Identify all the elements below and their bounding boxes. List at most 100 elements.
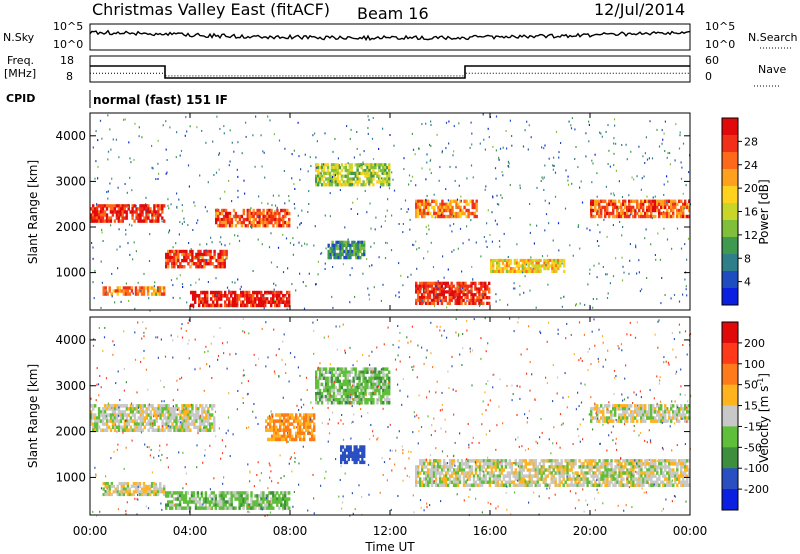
echo-cell — [217, 217, 220, 222]
scatter-echo — [613, 152, 615, 155]
echo-cell — [260, 503, 263, 507]
echo-cell — [195, 404, 198, 408]
scatter-echo — [168, 231, 170, 234]
echo-cell — [476, 290, 479, 294]
echo-cell — [640, 199, 643, 203]
echo-cell — [594, 199, 597, 203]
echo-cell — [438, 281, 442, 285]
echo-cell — [682, 208, 685, 213]
echo-cell — [338, 171, 342, 175]
scatter-echo — [155, 178, 157, 181]
scatter-echo — [680, 177, 683, 180]
echo-cell — [201, 422, 204, 426]
echo-cell — [415, 287, 418, 291]
echo-cell — [275, 434, 278, 439]
echo-cell — [322, 166, 326, 170]
echo-cell — [338, 370, 342, 374]
echo-cell — [205, 416, 208, 420]
echo-cell — [258, 297, 261, 301]
echo-cell — [92, 219, 95, 223]
echo-cell — [428, 477, 432, 481]
echo-cell — [123, 216, 126, 220]
echo-cell — [118, 490, 121, 494]
echo-cell — [169, 506, 172, 510]
echo-cell — [250, 224, 253, 228]
echo-cell — [135, 407, 138, 411]
echo-cell — [278, 494, 281, 498]
echo-cell — [317, 171, 320, 175]
echo-cell — [504, 474, 508, 478]
echo-cell — [650, 468, 653, 472]
echo-cell — [592, 459, 595, 463]
echo-cell — [492, 474, 496, 478]
scatter-echo — [229, 160, 231, 163]
echo-cell — [153, 407, 156, 411]
echo-cell — [608, 468, 611, 472]
echo-cell — [282, 491, 285, 495]
scatter-echo — [600, 132, 602, 135]
echo-cell — [346, 177, 349, 181]
echo-cell — [632, 462, 635, 466]
echo-cell — [177, 407, 180, 411]
echo-cell — [488, 287, 491, 291]
scatter-echo — [509, 184, 511, 186]
echo-cell — [215, 217, 218, 222]
echo-cell — [340, 401, 344, 405]
scatter-echo — [619, 220, 621, 223]
scatter-echo — [324, 262, 326, 265]
echo-cell — [680, 205, 683, 210]
echo-cell — [604, 459, 607, 463]
scatter-echo — [552, 239, 554, 242]
scatter-echo — [155, 293, 157, 296]
echo-cell — [672, 214, 675, 219]
echo-cell — [299, 413, 302, 417]
scatter-echo — [605, 273, 607, 276]
echo-cell — [150, 292, 154, 296]
echo-cell — [211, 413, 214, 417]
echo-cell — [498, 483, 502, 487]
echo-cell — [175, 407, 178, 411]
echo-cell — [171, 413, 174, 417]
echo-cell — [315, 180, 318, 184]
echo-cell — [171, 503, 174, 507]
echo-cell — [324, 376, 328, 381]
echo-cell — [232, 297, 235, 301]
echo-cell — [680, 208, 683, 213]
echo-cell — [159, 484, 162, 488]
scatter-echo — [169, 126, 171, 129]
scatter-echo — [488, 136, 490, 139]
echo-cell — [139, 216, 142, 220]
echo-cell — [194, 290, 197, 295]
echo-cell — [419, 199, 422, 203]
echo-cell — [616, 474, 619, 478]
scatter-echo — [414, 153, 416, 156]
echo-cell — [152, 484, 156, 488]
power-colorbar-swatch — [722, 254, 738, 272]
echo-cell — [548, 471, 551, 475]
power-cells — [90, 113, 691, 312]
echo-cell — [662, 202, 665, 207]
scatter-echo — [153, 285, 155, 288]
echo-cell — [176, 503, 180, 507]
echo-cell — [297, 425, 300, 429]
echo-cell — [618, 468, 621, 472]
scatter-echo — [603, 218, 605, 221]
echo-cell — [628, 208, 631, 213]
scatter-echo — [684, 243, 686, 246]
echo-cell — [463, 199, 466, 203]
power-colorbar-swatch — [722, 135, 738, 153]
echo-cell — [471, 202, 474, 207]
echo-cell — [222, 506, 225, 510]
echo-cell — [143, 419, 146, 423]
echo-cell — [264, 300, 267, 304]
echo-cell — [563, 269, 566, 273]
echo-cell — [608, 202, 611, 207]
echo-cell — [105, 207, 109, 211]
scatter-echo — [479, 142, 481, 145]
echo-cell — [305, 419, 308, 423]
scatter-echo — [181, 283, 184, 286]
echo-cell — [618, 214, 621, 219]
echo-cell — [352, 398, 355, 402]
echo-cell — [427, 462, 430, 466]
echo-cell — [650, 205, 653, 210]
